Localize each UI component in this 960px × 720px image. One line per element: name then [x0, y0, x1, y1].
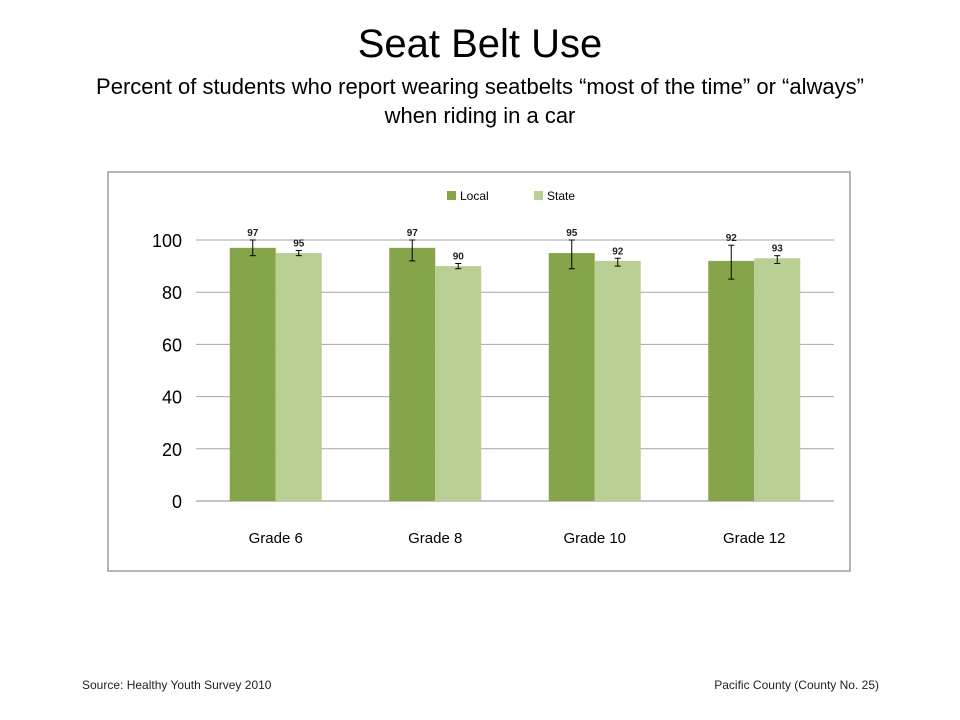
source-note: Source: Healthy Youth Survey 2010: [82, 678, 272, 692]
y-tick-label: 60: [162, 335, 182, 355]
data-label: 95: [566, 228, 578, 239]
data-label: 92: [726, 233, 738, 244]
legend-label-local: Local: [460, 189, 489, 203]
page-subtitle: Percent of students who report wearing s…: [96, 74, 864, 128]
bar-local: [229, 247, 276, 501]
y-tick-label: 80: [162, 283, 182, 303]
legend-swatch-local: [447, 191, 456, 200]
data-label: 90: [453, 251, 465, 262]
bar-chart: 0 20 40 60 80 100 Local State 97 95 Grade 6 97 90 Gra…: [152, 189, 834, 547]
bar-local: [708, 260, 755, 501]
x-tick-label: Grade 10: [563, 530, 626, 547]
data-label: 93: [772, 244, 784, 255]
legend-label-state: State: [547, 189, 575, 203]
bar-state: [594, 260, 641, 501]
y-tick-label: 0: [172, 492, 182, 512]
data-label: 95: [293, 238, 305, 249]
bar-state: [435, 266, 482, 501]
bar-state: [275, 253, 322, 501]
y-tick-label: 20: [162, 440, 182, 460]
y-tick-label: 40: [162, 388, 182, 408]
legend-swatch-state: [534, 191, 543, 200]
x-tick-label: Grade 6: [249, 530, 303, 547]
bar-state: [754, 258, 801, 501]
data-label: 97: [407, 228, 419, 239]
data-label: 92: [612, 246, 624, 257]
county-note: Pacific County (County No. 25): [714, 678, 879, 692]
bar-local: [548, 253, 595, 501]
x-tick-label: Grade 8: [408, 530, 462, 547]
x-tick-label: Grade 12: [723, 530, 786, 547]
bar-local: [389, 247, 436, 501]
page-title: Seat Belt Use: [357, 22, 603, 66]
chart-frame: 0 20 40 60 80 100 Local State 97 95 Grade 6 97 90 Gra…: [107, 171, 851, 572]
y-tick-label: 100: [152, 231, 182, 251]
data-label: 97: [247, 228, 259, 239]
